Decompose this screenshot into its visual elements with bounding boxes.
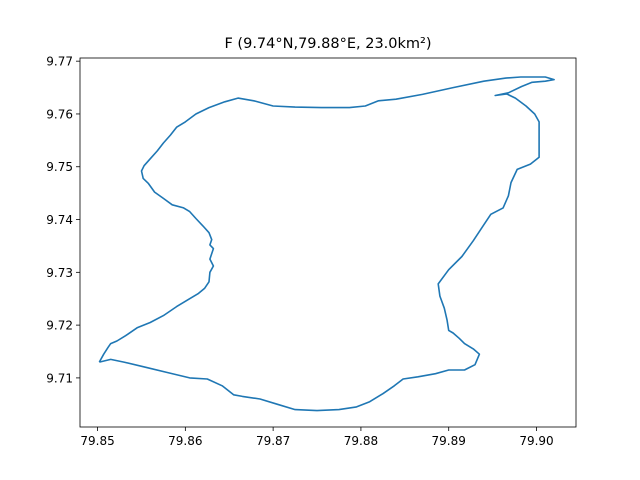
y-tick-label: 9.74: [46, 213, 73, 227]
y-tick-label: 9.75: [46, 160, 73, 174]
x-tick-label: 79.85: [80, 434, 114, 448]
y-tick-label: 9.73: [46, 266, 73, 280]
y-tick-label: 9.77: [46, 55, 73, 69]
x-tick-label: 79.90: [519, 434, 553, 448]
y-tick-label: 9.71: [46, 371, 73, 385]
chart-title: F (9.74°N,79.88°E, 23.0km²): [224, 36, 431, 52]
y-tick-label: 9.72: [46, 319, 73, 333]
x-tick-label: 79.88: [344, 434, 378, 448]
x-tick-label: 79.86: [168, 434, 202, 448]
plot-area: [79, 57, 577, 428]
y-tick-label: 9.76: [46, 107, 73, 121]
series-line-0: [98, 76, 555, 412]
x-tick-label: 79.89: [432, 434, 466, 448]
x-tick-label: 79.87: [256, 434, 290, 448]
x-axis: 79.85 79.86 79.87 79.88 79.89 79.90: [80, 427, 554, 448]
y-axis: 9.71 9.72 9.73 9.74 9.75 9.76 9.77: [46, 55, 80, 385]
axes-frame: [79, 57, 577, 428]
